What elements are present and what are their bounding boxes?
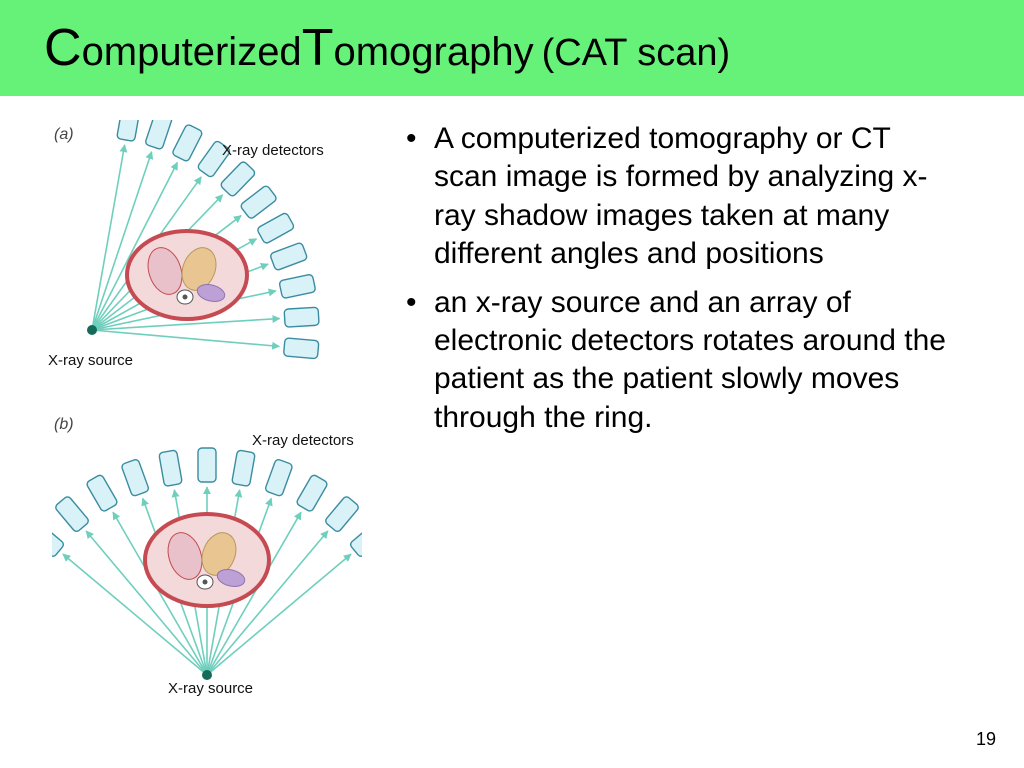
ct-diagram-a bbox=[52, 120, 362, 390]
bullets-column: A computerized tomography or CT scan ima… bbox=[400, 120, 1000, 740]
title-text-1: omputerized bbox=[82, 30, 302, 75]
figure-a-label: (a) bbox=[54, 126, 74, 144]
title-big-c: C bbox=[44, 18, 82, 78]
figure-b: (b) X-ray detectors X-ray source bbox=[52, 410, 362, 700]
title-big-t: T bbox=[302, 18, 334, 78]
bullet-item: A computerized tomography or CT scan ima… bbox=[400, 120, 960, 274]
figure-a: (a) X-ray detectors X-ray source bbox=[52, 120, 362, 390]
title-text-2: omography bbox=[333, 30, 533, 75]
figures-column: (a) X-ray detectors X-ray source (b) X-r… bbox=[0, 120, 400, 740]
page-number: 19 bbox=[976, 729, 996, 750]
detectors-label-b: X-ray detectors bbox=[252, 432, 354, 449]
source-label-a: X-ray source bbox=[48, 352, 133, 369]
title-paren: (CAT scan) bbox=[542, 32, 731, 75]
bullet-item: an x-ray source and an array of electron… bbox=[400, 284, 960, 438]
figure-b-label: (b) bbox=[54, 416, 74, 434]
content-area: (a) X-ray detectors X-ray source (b) X-r… bbox=[0, 120, 1024, 740]
detectors-label-a: X-ray detectors bbox=[222, 142, 324, 159]
title-bar: C omputerized T omography (CAT scan) bbox=[0, 0, 1024, 96]
slide-title: C omputerized T omography (CAT scan) bbox=[44, 18, 730, 78]
slide: C omputerized T omography (CAT scan) (a)… bbox=[0, 0, 1024, 768]
source-label-b: X-ray source bbox=[168, 680, 253, 697]
ct-diagram-b bbox=[52, 410, 362, 700]
bullet-list: A computerized tomography or CT scan ima… bbox=[400, 120, 960, 437]
